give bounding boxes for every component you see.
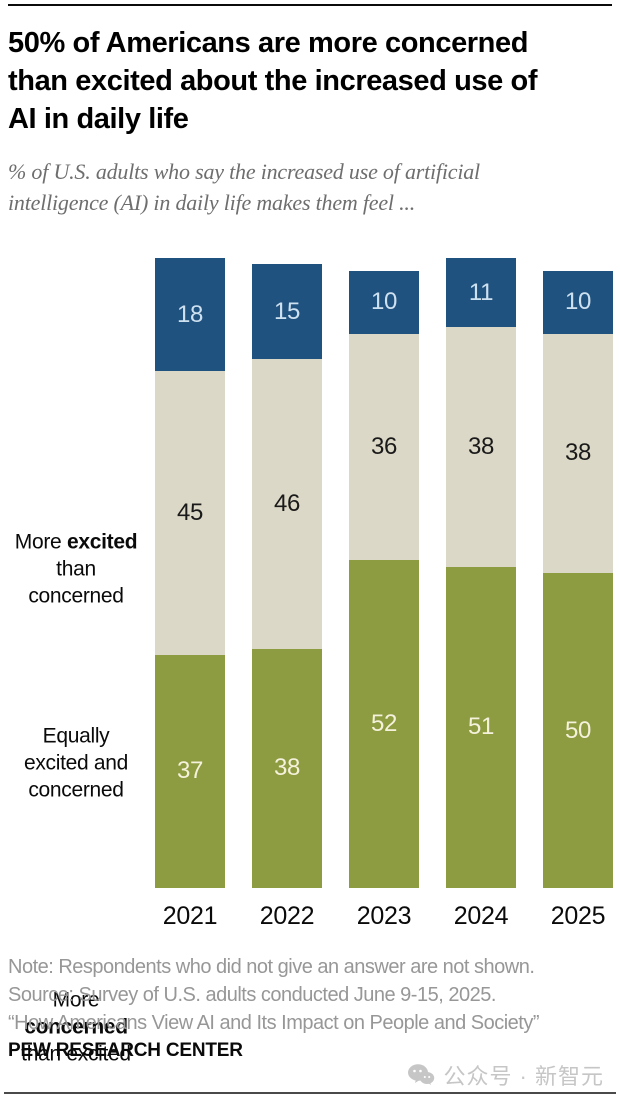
bar-segment: 36 bbox=[349, 333, 419, 561]
x-axis-label-2025: 2025 bbox=[550, 902, 606, 930]
segment-value-label: 51 bbox=[467, 713, 495, 741]
segment-value-label: 38 bbox=[564, 439, 592, 467]
title-line-2: than excited about the increased use of bbox=[8, 65, 538, 97]
bar-2024: 11 38 51 bbox=[446, 258, 516, 888]
bar-segment: 51 bbox=[446, 566, 516, 888]
segment-value-label: 45 bbox=[176, 499, 204, 527]
bar-segment: 37 bbox=[155, 654, 225, 888]
segment-value-label: 10 bbox=[564, 288, 592, 316]
wechat-icon bbox=[408, 1064, 435, 1085]
source-line: Source: Survey of U.S. adults conducted … bbox=[8, 984, 496, 1006]
segment-value-label: 46 bbox=[273, 489, 301, 517]
stacked-bar-chart: More excited than concerned Equally exci… bbox=[0, 258, 620, 1066]
wechat-watermark: 公众号 · 新智元 bbox=[407, 1059, 604, 1091]
label-text: concerned bbox=[28, 778, 124, 802]
label-text: than bbox=[56, 557, 96, 581]
label-text: Equally bbox=[42, 724, 110, 748]
label-text: concerned bbox=[28, 584, 124, 608]
watermark-text: 公众号 · 新智元 bbox=[443, 1064, 604, 1089]
label-text: excited and bbox=[23, 751, 129, 775]
bar-segment: 38 bbox=[543, 333, 613, 573]
label-text-bold: concerned bbox=[24, 1015, 128, 1039]
chart-title: 50% of Americans are more concerned than… bbox=[8, 24, 614, 138]
bar-segment: 15 bbox=[252, 264, 322, 359]
x-axis-label-2022: 2022 bbox=[259, 902, 315, 930]
segment-value-label: 18 bbox=[176, 300, 204, 328]
segment-value-label: 38 bbox=[467, 433, 495, 460]
bar-segment: 46 bbox=[252, 358, 322, 649]
note-line: Note: Respondents who did not give an an… bbox=[8, 956, 535, 978]
chart-subtitle: % of U.S. adults who say the increased u… bbox=[8, 156, 614, 218]
bar-2025: 10 38 50 bbox=[543, 270, 613, 888]
subtitle-line-1: % of U.S. adults who say the increased u… bbox=[8, 159, 480, 184]
bar-segment: 50 bbox=[543, 573, 613, 888]
x-axis-label-2023: 2023 bbox=[356, 902, 412, 930]
segment-value-label: 11 bbox=[468, 278, 494, 306]
bar-segment: 45 bbox=[155, 371, 225, 655]
bar-segment: 38 bbox=[252, 648, 322, 888]
top-divider bbox=[8, 4, 612, 6]
bar-segment: 11 bbox=[446, 258, 516, 328]
segment-value-label: 52 bbox=[370, 710, 398, 738]
bar-segment: 52 bbox=[349, 560, 419, 888]
title-line-1: 50% of Americans are more concerned bbox=[8, 27, 529, 59]
segment-value-label: 50 bbox=[564, 716, 592, 744]
title-line-3: AI in daily life bbox=[8, 103, 189, 135]
label-text-bold: excited bbox=[66, 530, 138, 554]
label-text: than excited bbox=[21, 1042, 131, 1066]
segment-value-label: 10 bbox=[370, 288, 398, 316]
bar-2023: 10 36 52 bbox=[349, 270, 419, 888]
bar-2021: 18 45 37 bbox=[155, 258, 225, 888]
x-axis-label-2021: 2021 bbox=[162, 902, 218, 930]
category-label-more-concerned: More concerned than excited bbox=[0, 987, 152, 1068]
report-title-line: “How Americans View AI and Its Impact on… bbox=[8, 1012, 540, 1034]
bar-segment: 18 bbox=[155, 258, 225, 372]
bar-segment: 38 bbox=[446, 327, 516, 567]
label-text: More bbox=[52, 988, 100, 1012]
segment-value-label: 37 bbox=[176, 757, 204, 785]
category-label-more-excited: More excited than concerned bbox=[0, 529, 152, 610]
bar-segment: 10 bbox=[349, 270, 419, 334]
label-text: More bbox=[14, 530, 67, 554]
category-label-equally: Equally excited and concerned bbox=[0, 723, 152, 804]
pew-research-center-logo: PEW RESEARCH CENTER bbox=[8, 1040, 243, 1061]
bar-segment: 10 bbox=[543, 270, 613, 334]
segment-value-label: 15 bbox=[273, 297, 301, 325]
chart-note: Note: Respondents who did not give an an… bbox=[8, 953, 614, 1037]
segment-value-label: 38 bbox=[273, 754, 301, 782]
x-axis-label-2024: 2024 bbox=[453, 902, 509, 930]
segment-value-label: 36 bbox=[370, 433, 398, 460]
subtitle-line-2: intelligence (AI) in daily life makes th… bbox=[8, 190, 416, 215]
bar-2022: 15 46 38 bbox=[252, 264, 322, 888]
bottom-divider bbox=[4, 1092, 616, 1094]
